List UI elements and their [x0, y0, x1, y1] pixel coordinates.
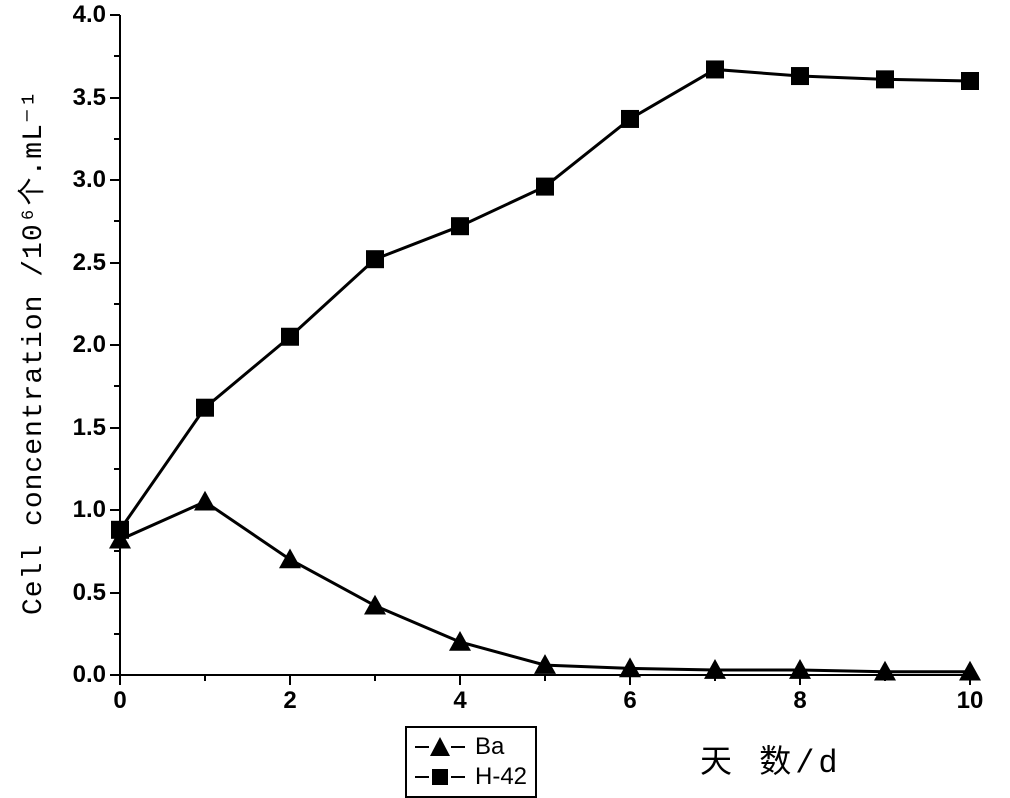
x-tick-label: 6 — [610, 687, 650, 715]
y-minor-tick — [114, 138, 120, 140]
y-tick-label: 0.0 — [60, 661, 106, 689]
marker-H-42 — [281, 328, 299, 346]
y-tick — [110, 427, 120, 429]
x-minor-tick — [204, 675, 206, 681]
legend-label-ba: Ba — [475, 733, 504, 761]
x-tick-label: 2 — [270, 687, 310, 715]
y-minor-tick — [114, 303, 120, 305]
marker-H-42 — [621, 110, 639, 128]
x-tick — [119, 675, 121, 685]
y-tick — [110, 14, 120, 16]
series-line-H-42 — [120, 69, 970, 529]
y-tick-label: 4.0 — [60, 1, 106, 29]
chart-container: Cell concentration /10⁶个.mL⁻¹ 天 数/d 0.00… — [0, 0, 1010, 797]
x-tick — [459, 675, 461, 685]
y-tick-label: 1.0 — [60, 496, 106, 524]
chart-svg — [0, 0, 1010, 797]
y-tick — [110, 179, 120, 181]
y-tick-label: 1.5 — [60, 414, 106, 442]
marker-H-42 — [196, 399, 214, 417]
x-tick — [629, 675, 631, 685]
y-minor-tick — [114, 550, 120, 552]
y-tick-label: 2.0 — [60, 331, 106, 359]
legend-label-h42: H-42 — [475, 763, 527, 791]
legend-box: Ba H-42 — [405, 726, 537, 798]
y-minor-tick — [114, 55, 120, 57]
marker-H-42 — [536, 178, 554, 196]
x-tick — [289, 675, 291, 685]
x-tick-label: 0 — [100, 687, 140, 715]
marker-Ba — [364, 595, 386, 615]
x-minor-tick — [714, 675, 716, 681]
y-tick — [110, 97, 120, 99]
marker-H-42 — [111, 521, 129, 539]
legend-marker-h42 — [415, 776, 465, 778]
marker-H-42 — [876, 70, 894, 88]
y-minor-tick — [114, 220, 120, 222]
x-tick-label: 8 — [780, 687, 820, 715]
y-tick — [110, 592, 120, 594]
marker-H-42 — [961, 72, 979, 90]
x-tick — [969, 675, 971, 685]
marker-H-42 — [451, 217, 469, 235]
legend-marker-ba — [415, 746, 465, 748]
y-tick — [110, 262, 120, 264]
series-line-Ba — [120, 502, 970, 672]
y-tick — [110, 509, 120, 511]
y-tick — [110, 344, 120, 346]
x-minor-tick — [544, 675, 546, 681]
y-tick-label: 2.5 — [60, 249, 106, 277]
marker-Ba — [449, 631, 471, 651]
marker-Ba — [279, 549, 301, 569]
y-minor-tick — [114, 385, 120, 387]
marker-Ba — [194, 491, 216, 511]
y-tick-label: 3.5 — [60, 84, 106, 112]
y-tick-label: 3.0 — [60, 166, 106, 194]
y-minor-tick — [114, 633, 120, 635]
x-minor-tick — [374, 675, 376, 681]
legend-item-h42: H-42 — [415, 762, 527, 792]
x-tick-label: 4 — [440, 687, 480, 715]
legend-item-ba: Ba — [415, 732, 527, 762]
x-minor-tick — [884, 675, 886, 681]
y-minor-tick — [114, 468, 120, 470]
y-tick-label: 0.5 — [60, 579, 106, 607]
marker-H-42 — [791, 67, 809, 85]
x-tick — [799, 675, 801, 685]
x-tick-label: 10 — [950, 687, 990, 715]
marker-H-42 — [366, 250, 384, 268]
marker-H-42 — [706, 60, 724, 78]
